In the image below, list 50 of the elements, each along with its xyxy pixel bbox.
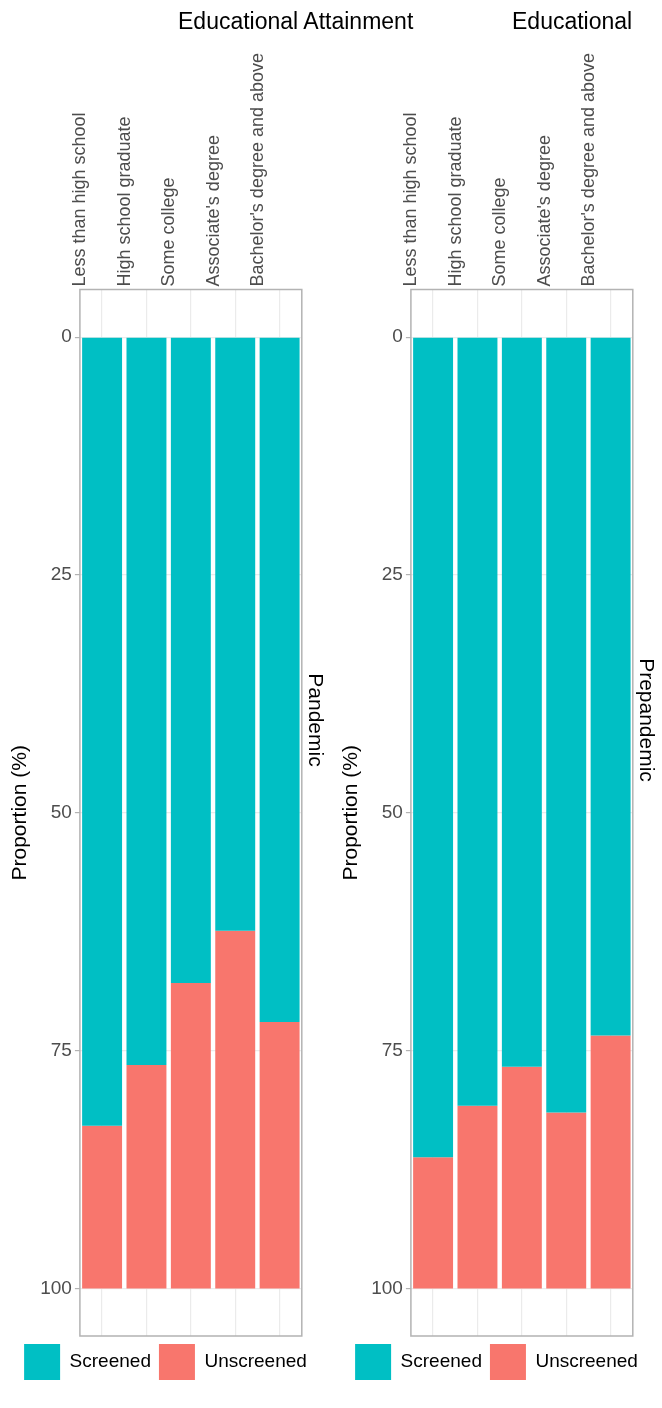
bar [215, 337, 256, 931]
bar [546, 337, 587, 1113]
chart-title: Educational [512, 8, 633, 35]
y-tick-label: 50 [50, 801, 72, 823]
bar [501, 1066, 542, 1289]
bar [126, 1064, 167, 1289]
y-tick-label: 25 [381, 563, 403, 585]
y-axis-title: Proportion (%) [7, 745, 31, 881]
bar [413, 1157, 454, 1289]
x-tick-label: Associate's degree [533, 135, 554, 287]
bar [590, 1035, 631, 1289]
x-tick-label: High school graduate [113, 116, 134, 287]
bar [215, 930, 256, 1289]
x-tick-label: Some college [158, 177, 179, 287]
x-tick-label: Bachelor's degree and above [246, 53, 267, 287]
bar [82, 1125, 123, 1289]
y-tick-label: 0 [61, 325, 72, 347]
bar [170, 337, 211, 984]
text: Prepandemic [635, 658, 659, 782]
bar [126, 337, 167, 1065]
bar [82, 337, 123, 1126]
x-tick-label: Less than high school [69, 112, 90, 287]
legend-label: Screened [400, 1350, 482, 1372]
bar [413, 337, 454, 1158]
legend-label: Unscreened [535, 1350, 638, 1372]
y-tick-label: 0 [392, 325, 403, 347]
text: Pandemic [304, 673, 328, 767]
chart-title: Educational Attainment [178, 8, 414, 35]
y-tick-label: 100 [371, 1276, 403, 1298]
x-tick-label: High school graduate [444, 116, 465, 287]
bar [457, 1105, 498, 1289]
y-tick-label: 25 [50, 563, 72, 585]
x-tick-label: Some college [489, 177, 510, 287]
legend-label: Unscreened [204, 1350, 307, 1372]
y-tick-label: 75 [381, 1038, 403, 1060]
bar [259, 337, 300, 1023]
y-tick-label: 50 [381, 801, 403, 823]
bar [590, 337, 631, 1036]
x-tick-label: Associate's degree [202, 135, 223, 287]
y-axis-title: Proportion (%) [338, 745, 362, 881]
bar [501, 337, 542, 1067]
x-tick-label: Bachelor's degree and above [577, 53, 598, 287]
x-tick-label: Less than high school [400, 112, 421, 287]
y-tick-label: 100 [40, 1276, 72, 1298]
bar [546, 1112, 587, 1289]
bar [457, 337, 498, 1106]
bar [259, 1022, 300, 1289]
bar [170, 983, 211, 1289]
y-tick-label: 75 [50, 1038, 72, 1060]
legend-label: Screened [69, 1350, 151, 1372]
